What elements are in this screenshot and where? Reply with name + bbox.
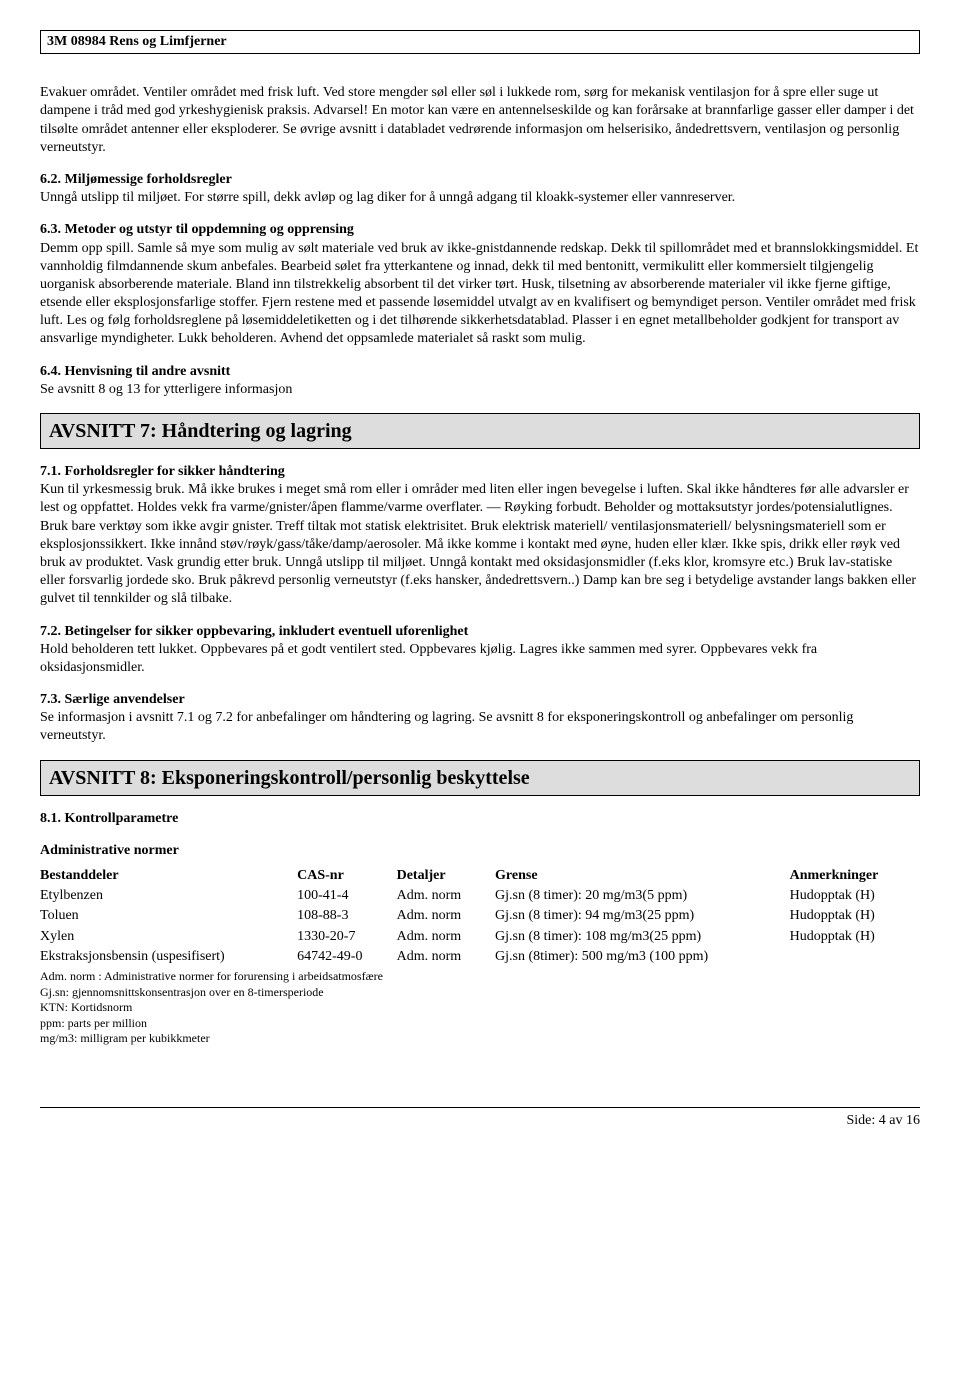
col-remarks: Anmerkninger [790,866,920,886]
legend-line: KTN: Kortidsnorm [40,1000,920,1016]
heading-8-1: 8.1. Kontrollparametre [40,810,920,828]
exposure-limits-table: Bestanddeler CAS-nr Detaljer Grense Anme… [40,866,920,967]
paragraph-7-3: Se informasjon i avsnitt 7.1 og 7.2 for … [40,709,920,745]
cell-cas: 100-41-4 [297,886,396,906]
table-row: Toluen 108-88-3 Adm. norm Gj.sn (8 timer… [40,906,920,926]
legend-line: Gj.sn: gjennomsnittskonsentrasjon over e… [40,985,920,1001]
document-title: 3M 08984 Rens og Limfjerner [47,34,227,49]
table-row: Etylbenzen 100-41-4 Adm. norm Gj.sn (8 t… [40,886,920,906]
paragraph-evacuation: Evakuer området. Ventiler området med fr… [40,84,920,157]
col-constituents: Bestanddeler [40,866,297,886]
cell-details: Adm. norm [397,906,495,926]
legend-block: Adm. norm : Administrative normer for fo… [40,969,920,1047]
cell-cas: 108-88-3 [297,906,396,926]
cell-limit: Gj.sn (8 timer): 108 mg/m3(25 ppm) [495,927,790,947]
cell-remarks: Hudopptak (H) [790,927,920,947]
heading-6-2: 6.2. Miljømessige forholdsregler [40,171,920,189]
paragraph-6-3: Demm opp spill. Samle så mye som mulig a… [40,240,920,349]
cell-constituent: Etylbenzen [40,886,297,906]
cell-remarks: Hudopptak (H) [790,906,920,926]
heading-7-1: 7.1. Forholdsregler for sikker håndterin… [40,463,920,481]
section-header-8: AVSNITT 8: Eksponeringskontroll/personli… [40,760,920,796]
heading-7-3: 7.3. Særlige anvendelser [40,691,920,709]
document-header-box: 3M 08984 Rens og Limfjerner [40,30,920,54]
section-title-7: AVSNITT 7: Håndtering og lagring [49,420,352,442]
col-details: Detaljer [397,866,495,886]
heading-7-2: 7.2. Betingelser for sikker oppbevaring,… [40,623,920,641]
paragraph-7-1: Kun til yrkesmessig bruk. Må ikke brukes… [40,481,920,608]
table-row: Xylen 1330-20-7 Adm. norm Gj.sn (8 timer… [40,927,920,947]
table-row: Ekstraksjonsbensin (uspesifisert) 64742-… [40,947,920,967]
heading-6-3: 6.3. Metoder og utstyr til oppdemning og… [40,221,920,239]
col-cas: CAS-nr [297,866,396,886]
legend-line: mg/m3: milligram per kubikkmeter [40,1031,920,1047]
cell-limit: Gj.sn (8 timer): 20 mg/m3(5 ppm) [495,886,790,906]
cell-details: Adm. norm [397,886,495,906]
section-title-8: AVSNITT 8: Eksponeringskontroll/personli… [49,767,530,789]
cell-constituent: Ekstraksjonsbensin (uspesifisert) [40,947,297,967]
heading-admin-norms: Administrative normer [40,842,920,860]
cell-remarks: Hudopptak (H) [790,886,920,906]
cell-limit: Gj.sn (8timer): 500 mg/m3 (100 ppm) [495,947,790,967]
page-number: Side: 4 av 16 [847,1113,921,1128]
cell-remarks [790,947,920,967]
cell-cas: 1330-20-7 [297,927,396,947]
page-footer: Side: 4 av 16 [40,1107,920,1130]
cell-cas: 64742-49-0 [297,947,396,967]
cell-details: Adm. norm [397,927,495,947]
cell-constituent: Xylen [40,927,297,947]
paragraph-7-2: Hold beholderen tett lukket. Oppbevares … [40,641,920,677]
cell-details: Adm. norm [397,947,495,967]
table-header-row: Bestanddeler CAS-nr Detaljer Grense Anme… [40,866,920,886]
cell-limit: Gj.sn (8 timer): 94 mg/m3(25 ppm) [495,906,790,926]
legend-line: Adm. norm : Administrative normer for fo… [40,969,920,985]
paragraph-6-4: Se avsnitt 8 og 13 for ytterligere infor… [40,381,920,399]
cell-constituent: Toluen [40,906,297,926]
legend-line: ppm: parts per million [40,1016,920,1032]
heading-6-4: 6.4. Henvisning til andre avsnitt [40,363,920,381]
paragraph-6-2: Unngå utslipp til miljøet. For større sp… [40,189,920,207]
col-limit: Grense [495,866,790,886]
section-header-7: AVSNITT 7: Håndtering og lagring [40,413,920,449]
